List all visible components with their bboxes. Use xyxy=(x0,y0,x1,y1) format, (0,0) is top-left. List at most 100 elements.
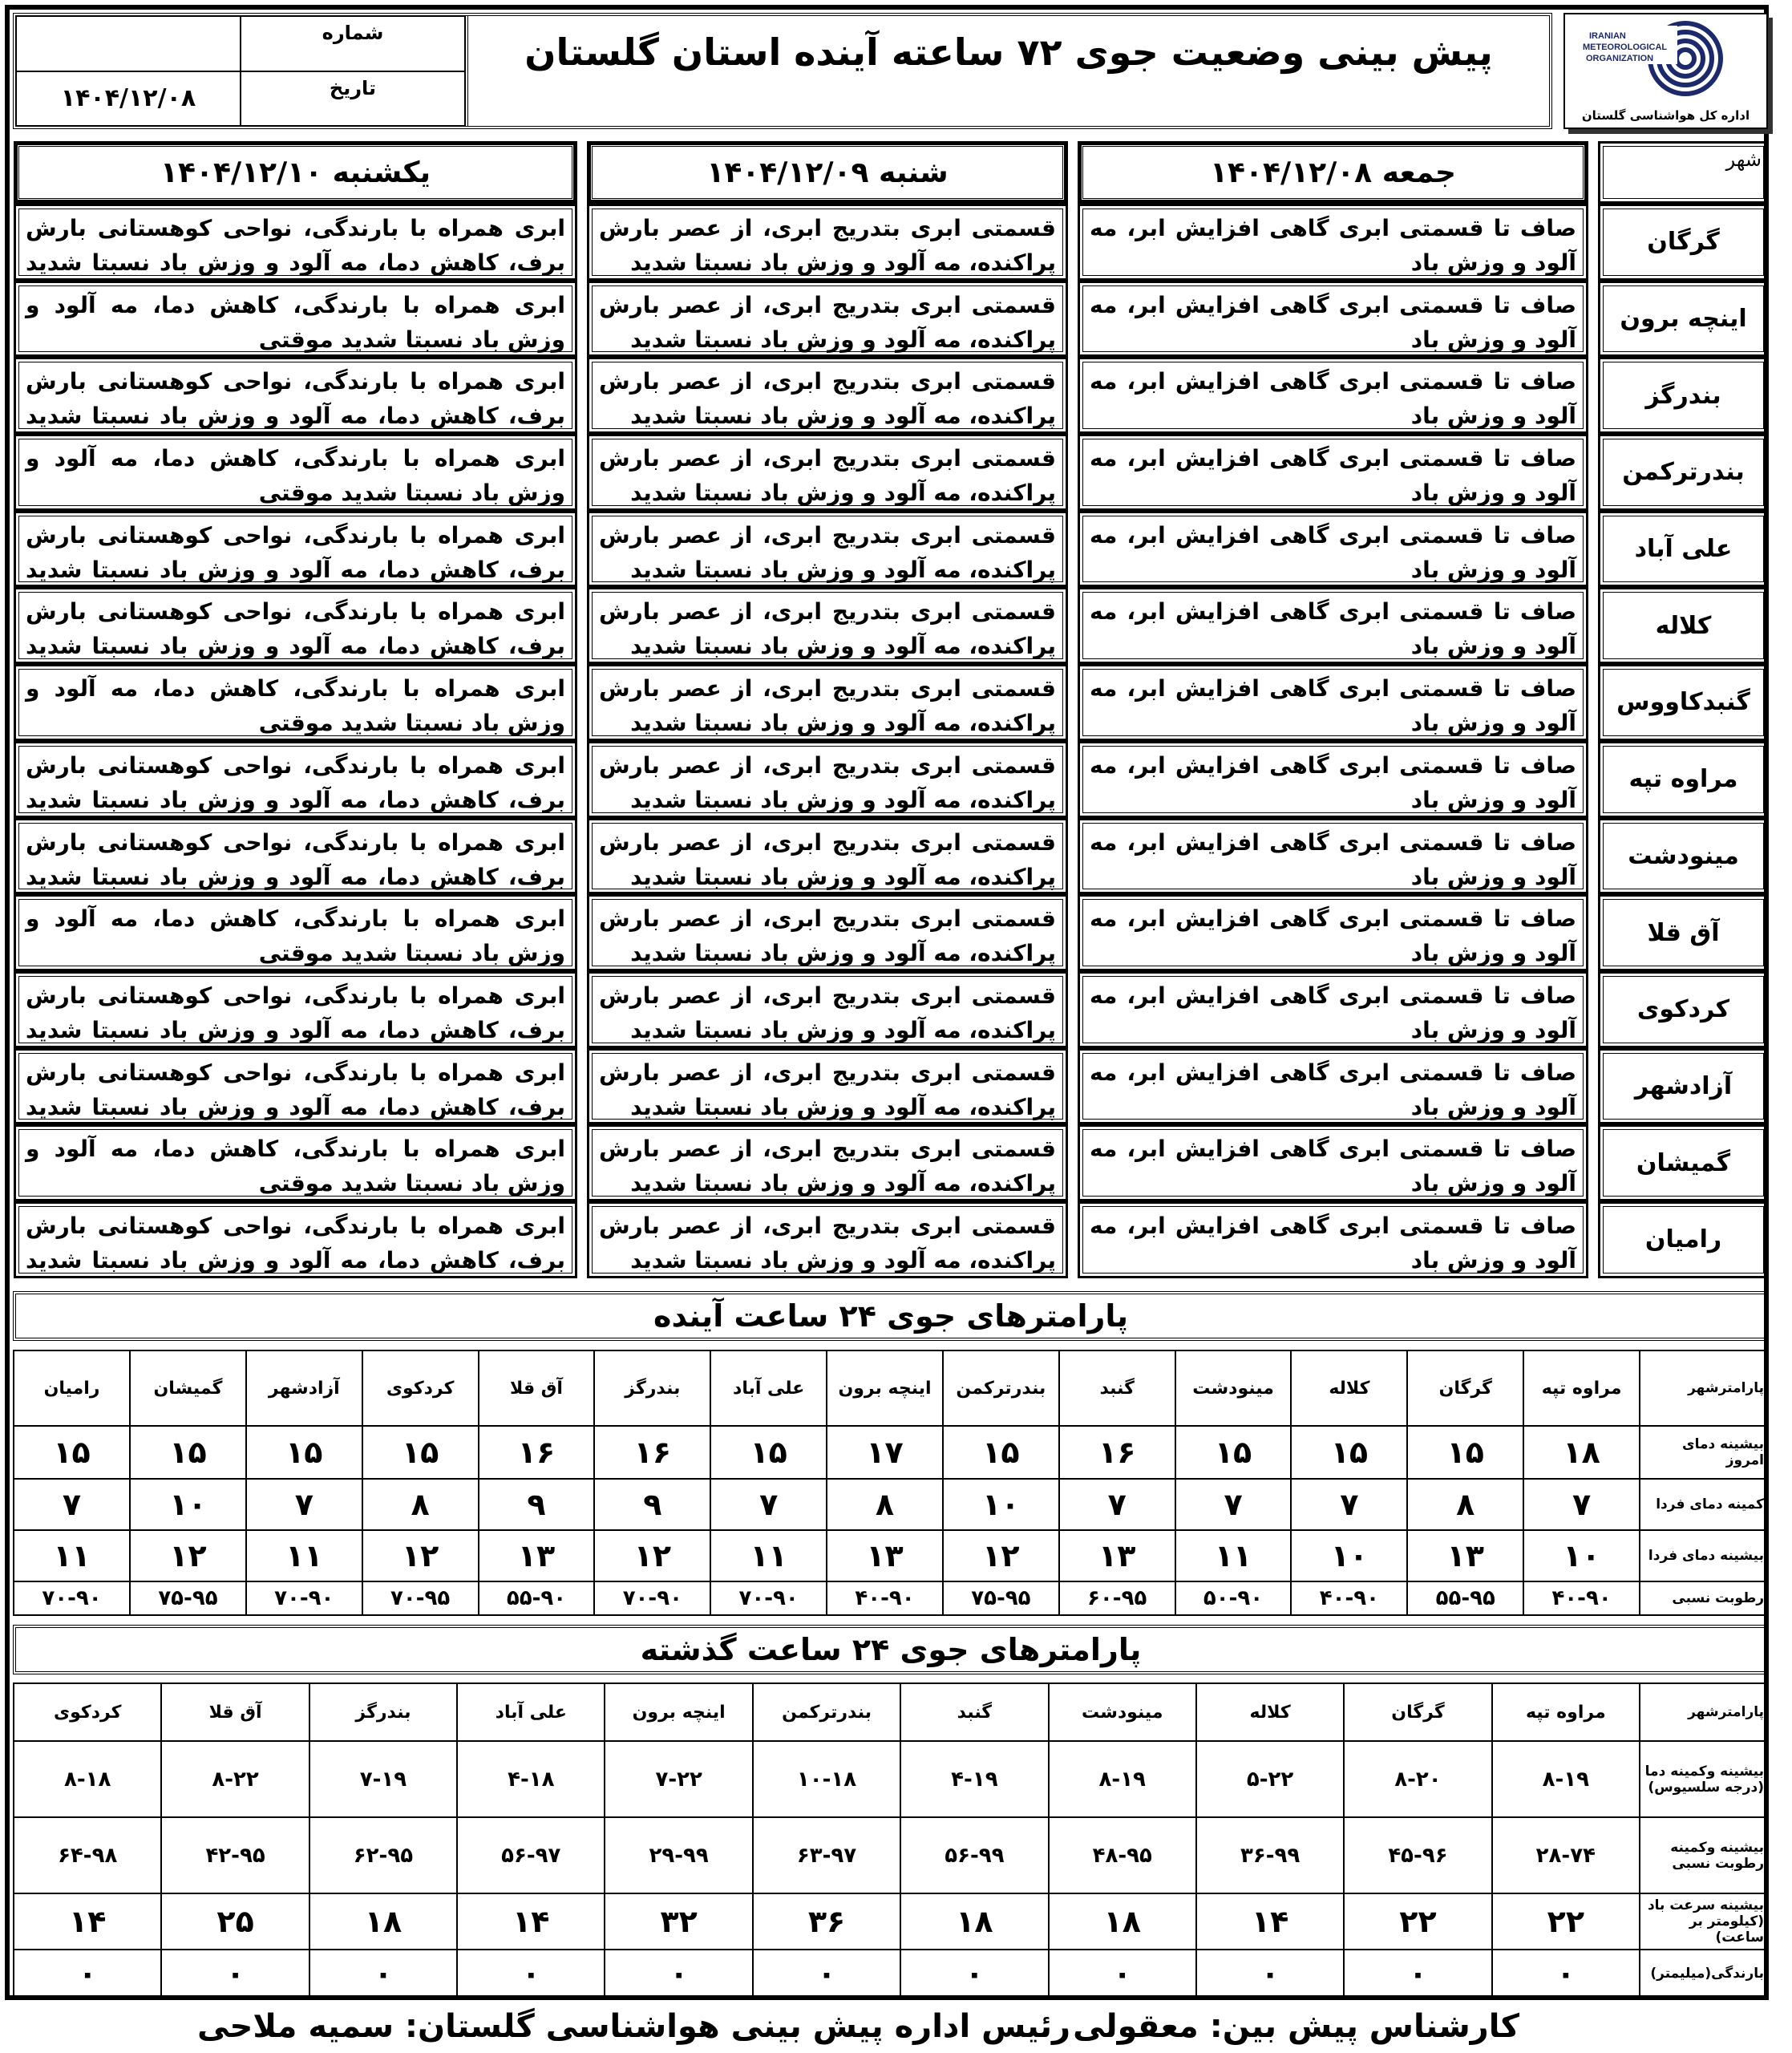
forecast-sunday: ابری همراه با بارندگی، کاهش دما، مه آلود… xyxy=(14,1124,577,1201)
param-value: ۷ xyxy=(1174,1478,1292,1531)
param-value: ۱۸ xyxy=(900,1893,1050,1950)
forecast-sunday: ابری همراه با بارندگی، کاهش دما، مه آلود… xyxy=(14,894,577,971)
forecast-friday: صاف تا قسمتی ابری گاهی افزایش ابر، مه آل… xyxy=(1078,1201,1588,1278)
param-value: ۰ xyxy=(900,1949,1050,1998)
param-value: ۷-۱۹ xyxy=(308,1740,459,1818)
param-value: ۷۰-۹۰ xyxy=(245,1581,363,1616)
logo-caption: اداره کل هواشناسی گلستان xyxy=(1581,108,1750,123)
city-header: مینودشت xyxy=(1047,1682,1197,1742)
param-value: ۱۴ xyxy=(456,1893,606,1950)
param-value: ۲۹-۹۹ xyxy=(604,1816,754,1894)
param-value: ۴-۱۹ xyxy=(900,1740,1050,1818)
city-header: آق قلا xyxy=(160,1682,310,1742)
param-value: ۱۶ xyxy=(1058,1425,1176,1480)
param-value: ۱۳ xyxy=(1406,1529,1525,1582)
forecast-friday: صاف تا قسمتی ابری گاهی افزایش ابر، مه آل… xyxy=(1078,740,1588,818)
city-header: بندرگز xyxy=(593,1350,712,1427)
city-header: کلاله xyxy=(1290,1350,1409,1427)
forecast-friday: صاف تا قسمتی ابری گاهی افزایش ابر، مه آل… xyxy=(1078,894,1588,971)
param-label: رطوبت نسبی xyxy=(1639,1581,1769,1616)
param-value: ۹ xyxy=(593,1478,712,1531)
forecast-friday: صاف تا قسمتی ابری گاهی افزایش ابر، مه آل… xyxy=(1078,1124,1588,1201)
city-header: گنبد xyxy=(1058,1350,1176,1427)
param-value: ۶۴-۹۸ xyxy=(12,1816,163,1894)
past24-title: پارامترهای جوی ۲۴ ساعت گذشته xyxy=(13,1625,1769,1674)
param-value: ۲۲ xyxy=(1491,1893,1641,1950)
param-value: ۸-۲۲ xyxy=(160,1740,310,1818)
forecast-saturday: قسمتی ابری بتدریج ابری، از عصر بارش پراک… xyxy=(587,510,1068,588)
param-value: ۱۰ xyxy=(941,1478,1060,1531)
param-value: ۷۰-۹۰ xyxy=(710,1581,828,1616)
forecaster-signature: کارشناس پیش بین: معقولی xyxy=(1073,2008,1519,2045)
param-value: ۸-۱۹ xyxy=(1047,1740,1197,1818)
forecast-saturday: قسمتی ابری بتدریج ابری، از عصر بارش پراک… xyxy=(587,740,1068,818)
city-header: بندرترکمن xyxy=(941,1350,1060,1427)
day-header-friday: جمعه ۱۴۰۴/۱۲/۰۸ xyxy=(1078,141,1588,204)
table-row: بیشینه سرعت باد (کیلومتر بر ساعت) ۲۲ ۲۲ ۱۴ ۱… xyxy=(12,1893,1769,1950)
param-value: ۰ xyxy=(1343,1949,1493,1998)
forecast-sunday: ابری همراه با بارندگی، نواحی کوهستانی با… xyxy=(14,740,577,818)
param-value: ۸ xyxy=(1406,1478,1525,1531)
param-value: ۱۵ xyxy=(710,1425,828,1480)
forecast-saturday: قسمتی ابری بتدریج ابری، از عصر بارش پراک… xyxy=(587,894,1068,971)
param-label: بارندگی(میلیمتر) xyxy=(1639,1949,1769,1998)
city-header: آزادشهر xyxy=(245,1350,363,1427)
forecast-saturday: قسمتی ابری بتدریج ابری، از عصر بارش پراک… xyxy=(587,970,1068,1048)
forecast-city: علی آباد xyxy=(1598,510,1769,588)
table-row: بیشینه وکمینه رطوبت نسبی ۲۸-۷۴ ۴۵-۹۶ ۳۶-۹۹ ۴… xyxy=(12,1816,1769,1894)
forecast-sunday: ابری همراه با بارندگی، کاهش دما، مه آلود… xyxy=(14,280,577,358)
forecast-sunday: ابری همراه با بارندگی، نواحی کوهستانی با… xyxy=(14,357,577,435)
day-header-saturday: شنبه ۱۴۰۴/۱۲/۰۹ xyxy=(587,141,1068,204)
city-header: کردکوی xyxy=(361,1350,479,1427)
svg-text:METEOROLOGICAL: METEOROLOGICAL xyxy=(1583,43,1667,52)
param-value: ۱۵ xyxy=(1290,1425,1409,1480)
param-value: ۸ xyxy=(361,1478,479,1531)
param-value: ۱۵ xyxy=(129,1425,247,1480)
forecast-friday: صاف تا قسمتی ابری گاهی افزایش ابر، مه آل… xyxy=(1078,817,1588,895)
city-header: کلاله xyxy=(1195,1682,1345,1742)
param-value: ۳۶-۹۹ xyxy=(1195,1816,1345,1894)
day-header-sunday: یکشنبه ۱۴۰۴/۱۲/۱۰ xyxy=(14,141,577,204)
organization-logo: IRANIAN METEOROLOGICAL ORGANIZATION ادار… xyxy=(1563,13,1768,129)
meteorology-logo-icon: IRANIAN METEOROLOGICAL ORGANIZATION xyxy=(1581,21,1723,96)
param-label: بیشینه دمای فردا xyxy=(1639,1529,1769,1582)
table-row: بیشینه وکمینه دما (درجه سلسیوس) ۸-۱۹ ۸-۲۰ ۵… xyxy=(12,1740,1769,1818)
param-value: ۱۰ xyxy=(1290,1529,1409,1582)
param-value: ۱۳ xyxy=(826,1529,944,1582)
param-value: ۷ xyxy=(1058,1478,1176,1531)
forecast-city: بندرترکمن xyxy=(1598,434,1769,511)
forecast-table: شهر جمعه ۱۴۰۴/۱۲/۰۸ شنبه ۱۴۰۴/۱۲/۰۹ یکشن… xyxy=(13,141,1769,1278)
param-value: ۷۰-۹۰ xyxy=(593,1581,712,1616)
param-value: ۰ xyxy=(604,1949,754,1998)
footer: کارشناس پیش بین: معقولی رئیس اداره پیش ب… xyxy=(0,2005,1792,2053)
param-value: ۴۸-۹۵ xyxy=(1047,1816,1197,1894)
forecast-friday: صاف تا قسمتی ابری گاهی افزایش ابر، مه آل… xyxy=(1078,664,1588,741)
param-value: ۱۰-۱۸ xyxy=(751,1740,902,1818)
forecast-city: آق قلا xyxy=(1598,894,1769,971)
param-value: ۴۵-۹۶ xyxy=(1343,1816,1493,1894)
param-value: ۰ xyxy=(456,1949,606,1998)
number-value xyxy=(16,16,241,71)
forecast-saturday: قسمتی ابری بتدریج ابری، از عصر بارش پراک… xyxy=(587,587,1068,665)
param-value: ۵۶-۹۹ xyxy=(900,1816,1050,1894)
param-value: ۰ xyxy=(308,1949,459,1998)
forecast-sunday: ابری همراه با بارندگی، نواحی کوهستانی با… xyxy=(14,1201,577,1278)
forecast-city: گمیشان xyxy=(1598,1124,1769,1201)
city-column-header: شهر xyxy=(1598,141,1769,204)
param-value: ۱۵ xyxy=(12,1425,131,1480)
forecast-saturday: قسمتی ابری بتدریج ابری، از عصر بارش پراک… xyxy=(587,1124,1068,1201)
param-value: ۵۵-۹۵ xyxy=(1406,1581,1525,1616)
forecast-saturday: قسمتی ابری بتدریج ابری، از عصر بارش پراک… xyxy=(587,204,1068,281)
forecast-city: مینودشت xyxy=(1598,817,1769,895)
table-row: رطوبت نسبی ۴۰-۹۰ ۵۵-۹۵ ۴۰-۹۰ ۵۰-۹۰ ۶۰-۹۵ ۷۵-۹۵… xyxy=(12,1581,1769,1616)
forecast-friday: صاف تا قسمتی ابری گاهی افزایش ابر، مه آل… xyxy=(1078,357,1588,435)
past24-table: پارامترشهر مراوه تپه گرگان کلاله مینودشت گنبد… xyxy=(12,1682,1769,1998)
forecast-city: گنبدکاووس xyxy=(1598,664,1769,741)
header-meta: شماره تاریخ ۱۴۰۴/۱۲/۰۸ xyxy=(16,16,468,126)
param-value: ۰ xyxy=(1491,1949,1641,1998)
param-value: ۶۳-۹۷ xyxy=(751,1816,902,1894)
param-value: ۱۸ xyxy=(1047,1893,1197,1950)
forecast-sunday: ابری همراه با بارندگی، نواحی کوهستانی با… xyxy=(14,510,577,588)
forecast-city: اینچه برون xyxy=(1598,280,1769,358)
param-value: ۱۶ xyxy=(593,1425,712,1480)
